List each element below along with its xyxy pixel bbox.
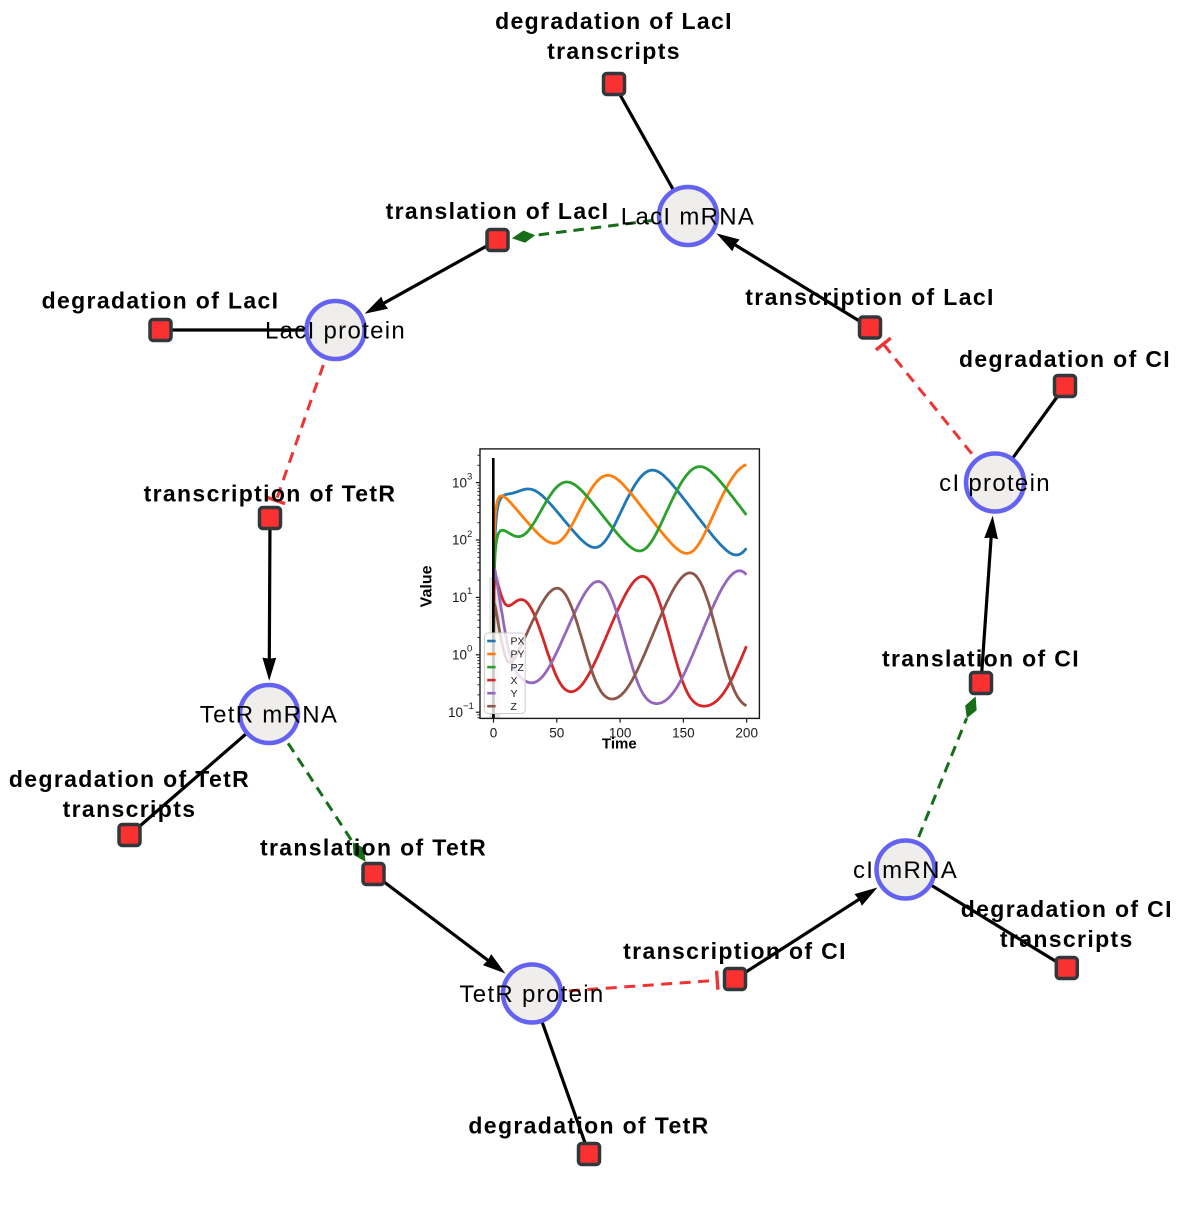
svg-text:0: 0 <box>490 726 498 741</box>
svg-text:1: 1 <box>467 586 472 597</box>
svg-text:transcripts: transcripts <box>63 796 197 822</box>
svg-text:degradation of LacI: degradation of LacI <box>495 8 733 34</box>
svg-text:3: 3 <box>467 471 472 482</box>
svg-text:cI mRNA: cI mRNA <box>853 857 958 884</box>
svg-text:Time: Time <box>602 736 637 753</box>
svg-text:50: 50 <box>549 726 564 741</box>
svg-text:10: 10 <box>452 590 467 605</box>
svg-text:10: 10 <box>452 648 467 663</box>
svg-text:200: 200 <box>735 726 758 741</box>
svg-text:Value: Value <box>419 565 436 607</box>
svg-text:degradation of TetR: degradation of TetR <box>468 1113 709 1139</box>
svg-text:PZ: PZ <box>511 662 525 674</box>
svg-text:LacI mRNA: LacI mRNA <box>621 204 755 231</box>
svg-text:PX: PX <box>511 636 525 648</box>
svg-text:transcripts: transcripts <box>1000 926 1134 952</box>
svg-text:10: 10 <box>448 705 463 720</box>
svg-text:150: 150 <box>672 726 695 741</box>
svg-text:Y: Y <box>511 688 518 700</box>
svg-text:translation of TetR: translation of TetR <box>260 835 487 861</box>
svg-text:10: 10 <box>452 533 467 548</box>
svg-text:TetR protein: TetR protein <box>460 981 605 1008</box>
svg-text:100: 100 <box>609 726 632 741</box>
svg-text:degradation of LacI: degradation of LacI <box>42 288 280 314</box>
svg-text:transcripts: transcripts <box>547 38 681 64</box>
svg-text:Z: Z <box>511 701 518 713</box>
svg-text:transcription of TetR: transcription of TetR <box>144 481 397 507</box>
svg-text:10: 10 <box>452 475 467 490</box>
svg-text:LacI protein: LacI protein <box>265 318 406 345</box>
svg-text:transcription of CI: transcription of CI <box>623 938 847 964</box>
svg-text:−1: −1 <box>463 701 474 712</box>
svg-text:cI protein: cI protein <box>939 470 1051 497</box>
svg-text:transcription of LacI: transcription of LacI <box>745 284 994 310</box>
svg-text:X: X <box>511 675 518 687</box>
svg-text:2: 2 <box>467 529 472 540</box>
svg-text:degradation of CI: degradation of CI <box>961 896 1173 922</box>
svg-text:TetR mRNA: TetR mRNA <box>200 702 338 729</box>
svg-text:translation of CI: translation of CI <box>882 646 1080 672</box>
svg-text:degradation of CI: degradation of CI <box>959 346 1171 372</box>
svg-text:degradation of TetR: degradation of TetR <box>9 766 250 792</box>
svg-text:PY: PY <box>511 649 525 661</box>
svg-text:0: 0 <box>467 644 472 655</box>
svg-text:translation of LacI: translation of LacI <box>386 198 610 224</box>
